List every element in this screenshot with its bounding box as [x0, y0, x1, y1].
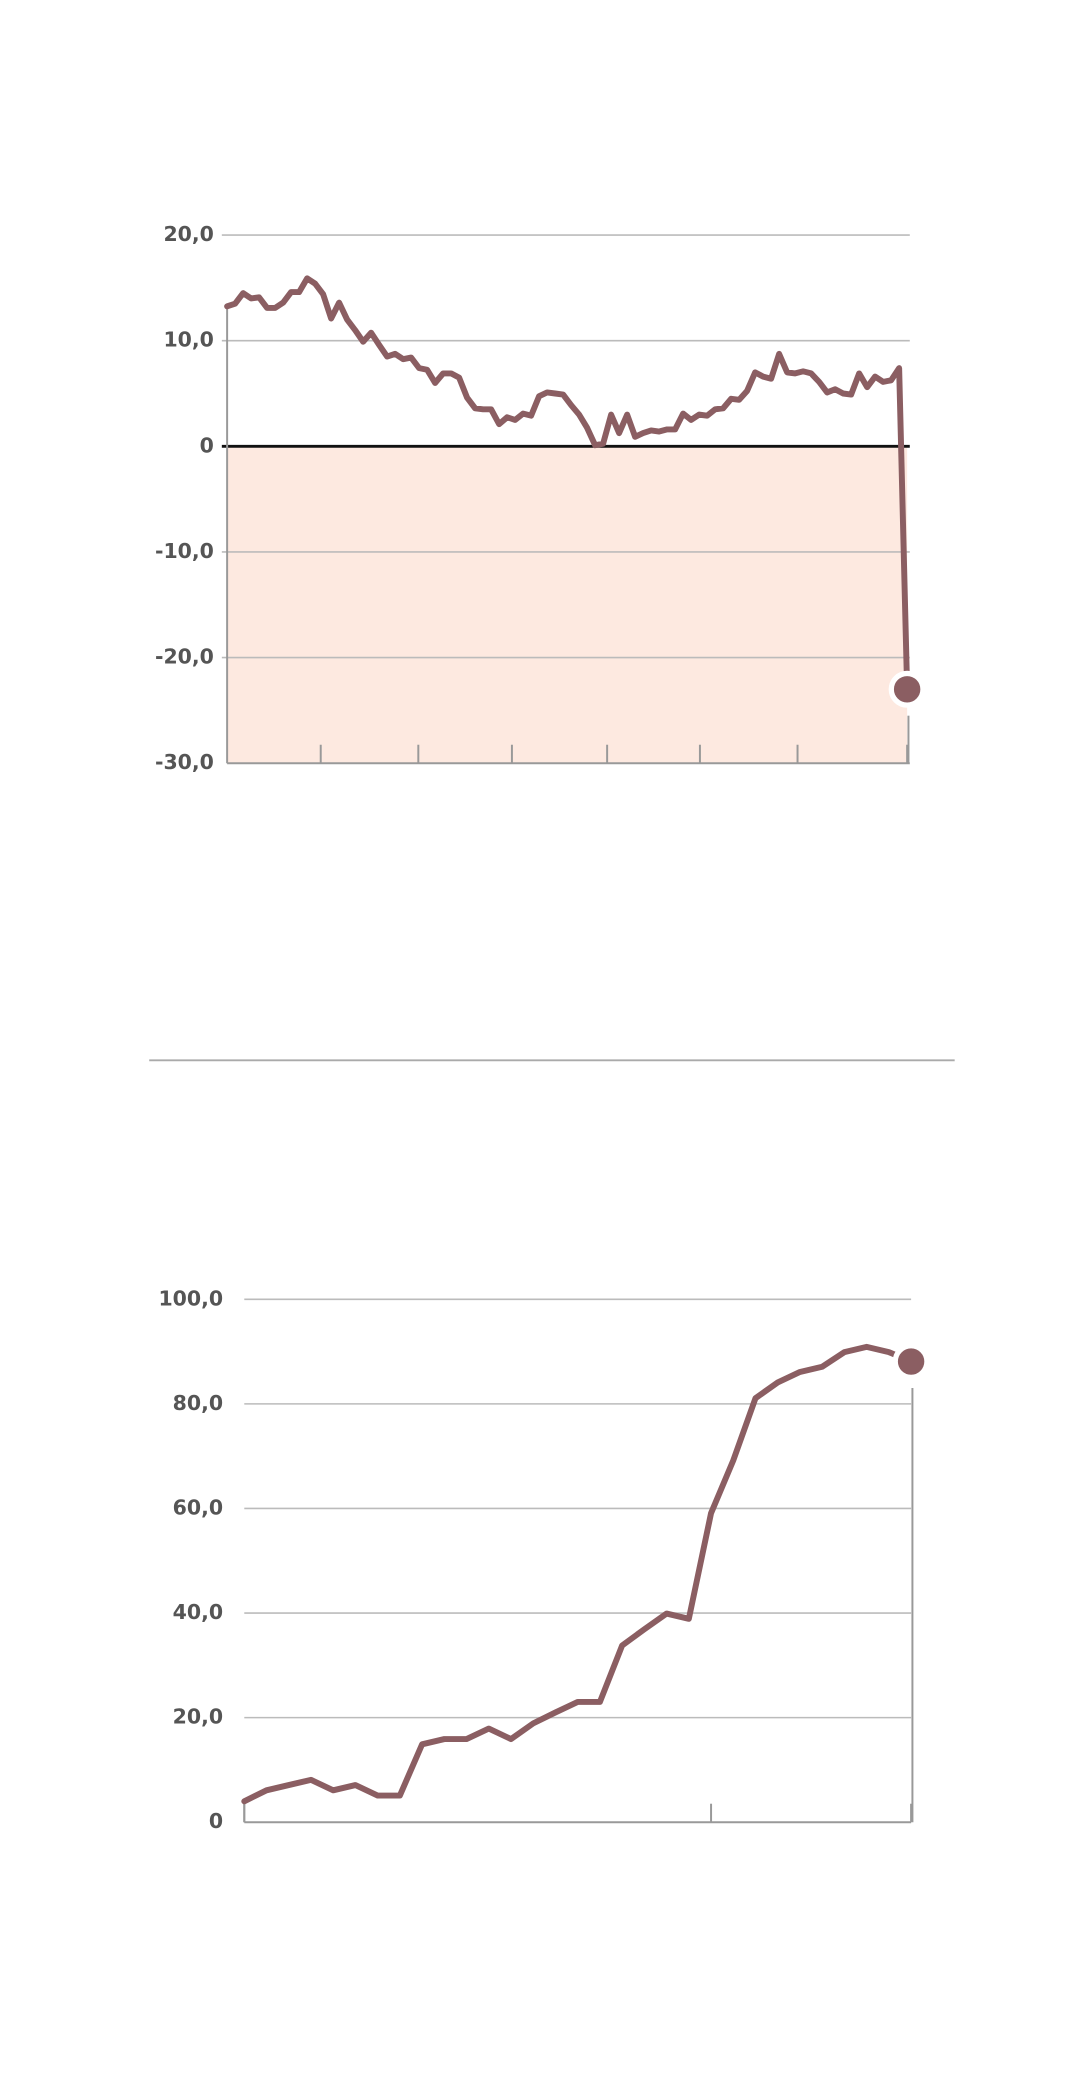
y-tick-label: 0	[200, 433, 214, 457]
y-tick-label: -10,0	[155, 539, 214, 563]
y-tick-label: 20,0	[163, 222, 213, 246]
line-series	[224, 275, 911, 693]
last-point	[892, 1343, 930, 1381]
last-point	[888, 670, 926, 708]
y-tick-label: 60,0	[173, 1495, 223, 1519]
line-series	[241, 1343, 915, 1805]
negative-area	[227, 446, 908, 764]
y-tick-label: 10,0	[163, 328, 213, 352]
y-tick-label: 20,0	[173, 1705, 223, 1729]
y-tick-label: 100,0	[158, 1286, 223, 1310]
y-tick-label: 80,0	[173, 1391, 223, 1415]
y-tick-label: 40,0	[173, 1600, 223, 1624]
y-tick-label: 0	[209, 1809, 223, 1833]
y-tick-label: -30,0	[155, 750, 214, 774]
y-tick-label: -20,0	[155, 645, 214, 669]
